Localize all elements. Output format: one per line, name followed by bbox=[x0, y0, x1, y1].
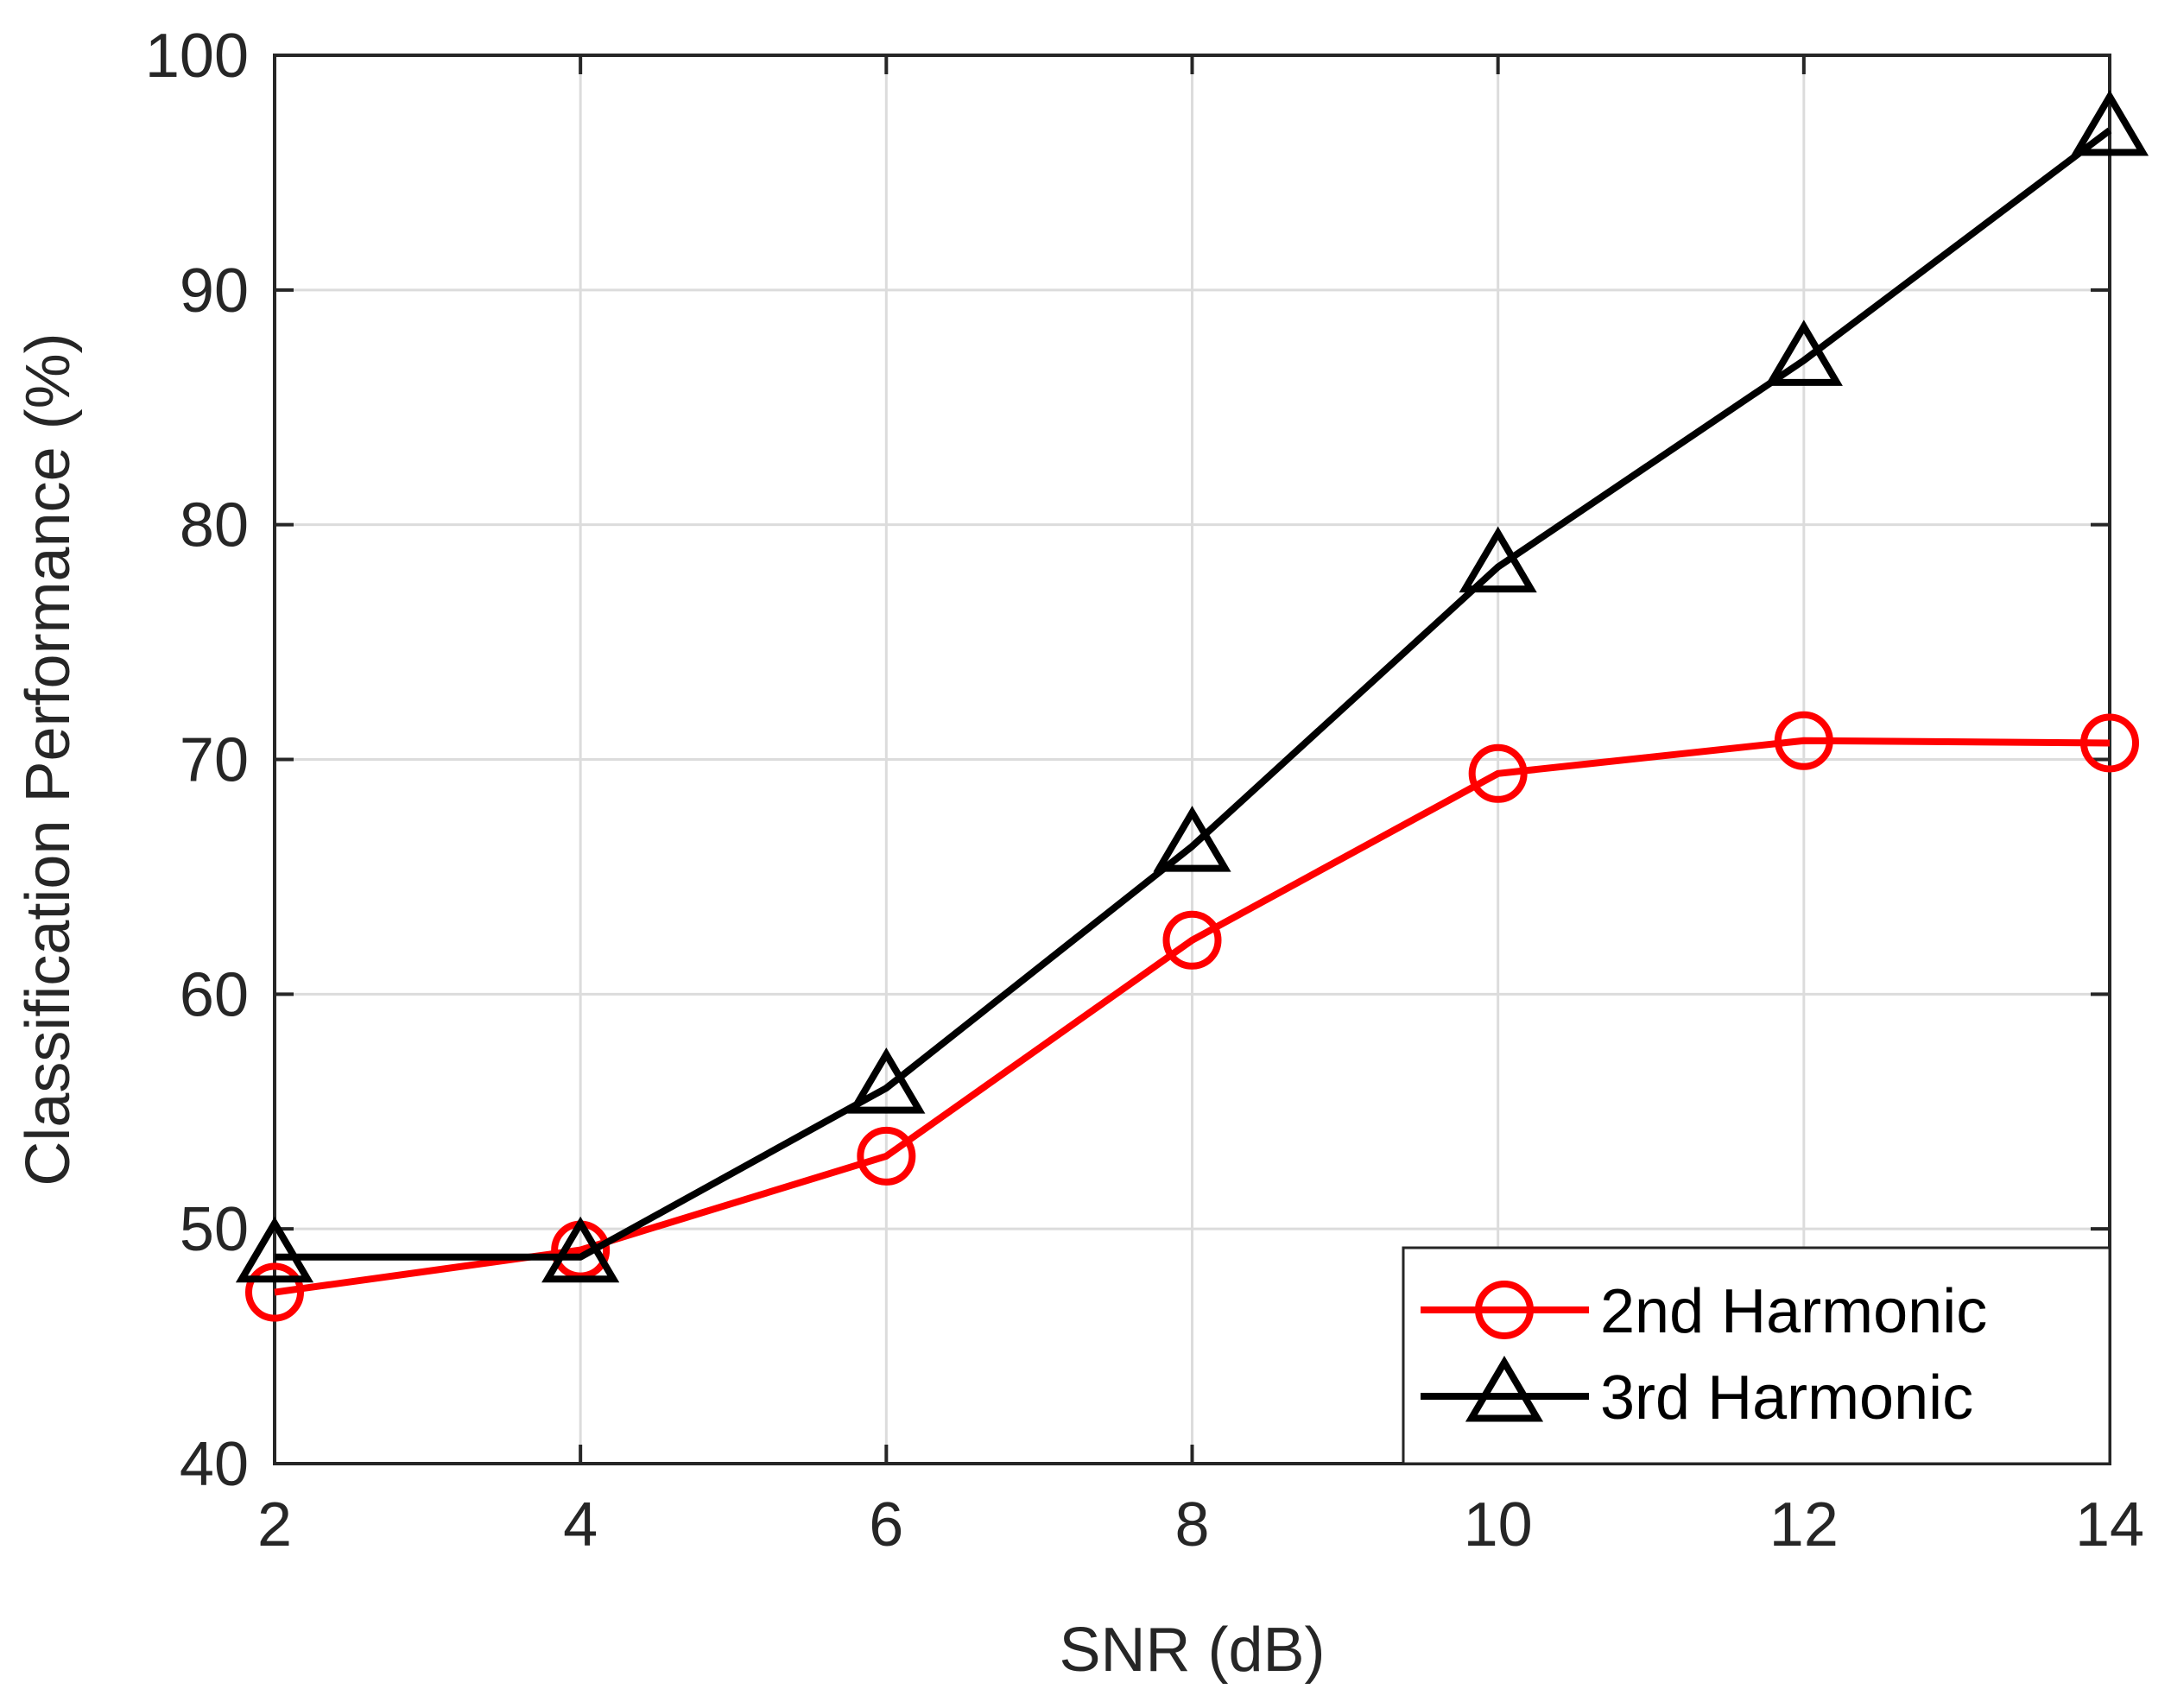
data-point bbox=[1459, 526, 1537, 593]
series-2 bbox=[235, 90, 2149, 1283]
data-point bbox=[1468, 743, 1528, 803]
y-tick-label: 80 bbox=[180, 491, 249, 560]
data-point bbox=[541, 1216, 620, 1283]
series-line bbox=[275, 127, 2112, 1261]
legend-entry: 2nd Harmonic bbox=[1421, 1277, 1987, 1346]
circle-marker-icon bbox=[1475, 1281, 1534, 1339]
y-axis-tick-labels: 40 50 60 70 80 90 100 bbox=[145, 22, 249, 1499]
y-tick-label: 90 bbox=[180, 256, 249, 326]
x-axis-label: SNR (dB) bbox=[1059, 1616, 1325, 1685]
x-tick-label: 14 bbox=[2075, 1490, 2144, 1559]
y-tick-label: 60 bbox=[180, 960, 249, 1029]
data-point bbox=[235, 1216, 314, 1283]
legend-entry: 3rd Harmonic bbox=[1421, 1356, 1973, 1433]
y-tick-label: 50 bbox=[180, 1195, 249, 1264]
legend-box bbox=[1402, 1246, 2111, 1465]
x-tick-label: 8 bbox=[1174, 1490, 1209, 1559]
data-point bbox=[1764, 319, 1843, 386]
series bbox=[235, 90, 2149, 1322]
x-tick-label: 12 bbox=[1769, 1490, 1839, 1559]
x-tick-label: 4 bbox=[563, 1490, 598, 1559]
y-tick-label: 100 bbox=[145, 22, 249, 91]
legend-label: 3rd Harmonic bbox=[1600, 1363, 1973, 1433]
y-tick-label: 70 bbox=[180, 726, 249, 795]
x-axis-tick-labels: 2 4 6 8 10 12 14 bbox=[257, 1490, 2144, 1559]
legend-entries: 2nd Harmonic 3rd Harmonic bbox=[1421, 1277, 1987, 1433]
triangle-marker-icon bbox=[1465, 1356, 1544, 1422]
series-1 bbox=[245, 711, 2139, 1322]
data-point bbox=[1774, 711, 1833, 770]
y-axis-label: Classification Performance (%) bbox=[14, 332, 83, 1186]
data-point bbox=[1162, 910, 1222, 970]
series-line bbox=[274, 737, 2111, 1296]
legend-label: 2nd Harmonic bbox=[1600, 1277, 1987, 1346]
data-point bbox=[857, 1126, 916, 1186]
data-point bbox=[2070, 90, 2149, 156]
data-point bbox=[1153, 806, 1231, 872]
data-point bbox=[2080, 713, 2139, 773]
x-tick-label: 6 bbox=[869, 1490, 903, 1559]
y-tick-label: 40 bbox=[180, 1430, 249, 1499]
legend: 2nd Harmonic 3rd Harmonic bbox=[1402, 1246, 2111, 1465]
data-point bbox=[847, 1047, 926, 1114]
x-tick-label: 2 bbox=[257, 1490, 292, 1559]
x-tick-label: 10 bbox=[1464, 1490, 1533, 1559]
data-point bbox=[245, 1262, 304, 1322]
